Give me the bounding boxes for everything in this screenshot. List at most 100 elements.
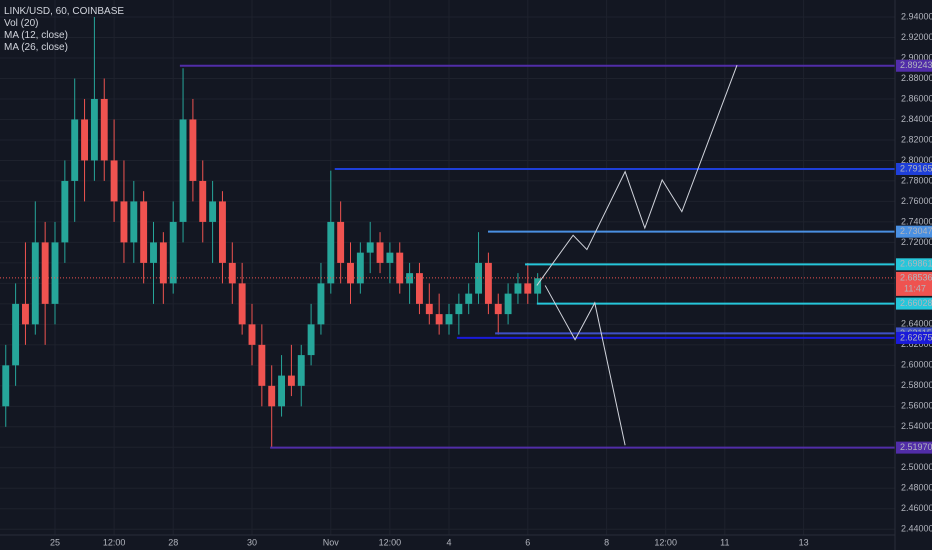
candle-body — [130, 201, 138, 243]
y-tick-label: 2.88000 — [901, 73, 932, 83]
candle-body — [287, 375, 295, 386]
candle-body — [396, 252, 404, 284]
y-tick-label: 2.54000 — [901, 421, 932, 431]
x-tick-label: 30 — [247, 537, 257, 547]
candle-body — [366, 242, 374, 253]
level-label: 2.73047 — [900, 226, 932, 236]
x-tick-label: 12:00 — [654, 537, 677, 547]
x-tick-label: 4 — [446, 537, 451, 547]
level-label: 2.89243 — [900, 60, 932, 70]
candle-body — [22, 303, 29, 325]
candle-body — [524, 283, 532, 294]
candle-body — [327, 221, 335, 284]
candle-body — [268, 385, 276, 407]
candle-body — [514, 283, 522, 294]
legend: LINK/USD, 60, COINBASE Vol (20) MA (12, … — [4, 6, 124, 53]
candle-body — [31, 242, 39, 325]
x-tick-label: Nov — [323, 537, 340, 547]
y-tick-label: 2.78000 — [901, 175, 932, 185]
y-tick-label: 2.90000 — [901, 52, 932, 62]
y-tick-label: 2.44000 — [901, 524, 932, 534]
x-tick-label: 12:00 — [103, 537, 126, 547]
level-label-bg — [896, 297, 932, 310]
indicator: Vol (20) — [4, 18, 38, 29]
candle-body — [455, 303, 463, 315]
y-tick-label: 2.86000 — [901, 93, 932, 103]
projection-path — [544, 285, 626, 446]
candle-body — [100, 98, 108, 161]
candle-body — [41, 242, 49, 304]
countdown: 11:47 — [904, 283, 926, 293]
level-label-bg — [896, 441, 932, 454]
level-label: 2.62675 — [900, 332, 932, 342]
y-tick-label: 2.64000 — [901, 319, 932, 329]
candle-body — [386, 252, 394, 263]
candle-body — [406, 273, 414, 284]
x-tick-label: 8 — [604, 537, 609, 547]
candle-body — [307, 324, 315, 356]
candle-body — [238, 283, 246, 325]
x-tick-label: 28 — [168, 537, 178, 547]
candle-body — [179, 119, 187, 222]
level-label: 2.69861 — [900, 259, 932, 269]
candle-body — [317, 283, 325, 325]
indicator: MA (26, close) — [4, 42, 68, 53]
candle-body — [356, 252, 364, 284]
candle-body — [494, 303, 502, 315]
candle-body — [2, 365, 10, 407]
candle-body — [445, 314, 453, 325]
projection-path — [536, 64, 738, 286]
x-tick-label: 11 — [720, 537, 729, 547]
level-label-bg — [896, 258, 932, 271]
y-tick-label: 2.60000 — [901, 360, 932, 370]
candle-body — [90, 98, 98, 161]
y-tick-label: 2.72000 — [901, 237, 932, 247]
candle-body — [61, 180, 69, 243]
candle-body — [347, 262, 354, 284]
candle-body — [425, 303, 433, 315]
level-label-bg — [896, 331, 932, 344]
y-tick-label: 2.62000 — [901, 339, 932, 349]
candle-body — [435, 314, 443, 325]
y-tick-label: 2.74000 — [901, 216, 932, 226]
candle-body — [110, 160, 118, 202]
candle-body — [484, 262, 492, 304]
candle-body — [189, 119, 197, 181]
candle-body — [228, 262, 236, 284]
level-label: 2.51970 — [900, 442, 932, 452]
level-label: 2.79165 — [900, 163, 932, 173]
candle-body — [248, 324, 256, 345]
candle-body — [120, 201, 128, 243]
candle-body — [159, 242, 167, 284]
candle-body — [376, 242, 384, 263]
candle-body — [169, 221, 177, 284]
candle-body — [278, 375, 285, 407]
candle-body — [71, 119, 79, 181]
candle-body — [258, 344, 266, 386]
candle-body — [465, 293, 473, 304]
y-tick-label: 2.48000 — [901, 483, 932, 493]
candle-body — [150, 242, 157, 263]
y-tick-label: 2.84000 — [901, 114, 932, 124]
y-tick-label: 2.80000 — [901, 155, 932, 165]
candle-body — [51, 242, 59, 304]
y-tick-label: 2.46000 — [901, 503, 932, 513]
x-tick-label: 12:00 — [379, 537, 402, 547]
candle-body — [416, 273, 423, 304]
y-tick-label: 2.82000 — [901, 134, 932, 144]
level-label: 2.66028 — [900, 298, 932, 308]
candle-body — [81, 119, 88, 161]
x-tick-label: 13 — [799, 537, 809, 547]
y-tick-label: 2.58000 — [901, 380, 932, 390]
chart-title: LINK/USD, 60, COINBASE — [4, 6, 124, 17]
level-label-bg — [896, 162, 932, 175]
y-tick-label: 2.50000 — [901, 462, 932, 472]
level-label-bg — [896, 59, 932, 72]
candle-body — [199, 180, 207, 222]
x-tick-label: 25 — [50, 537, 60, 547]
candle-body — [12, 303, 20, 366]
candle-body — [534, 278, 542, 294]
